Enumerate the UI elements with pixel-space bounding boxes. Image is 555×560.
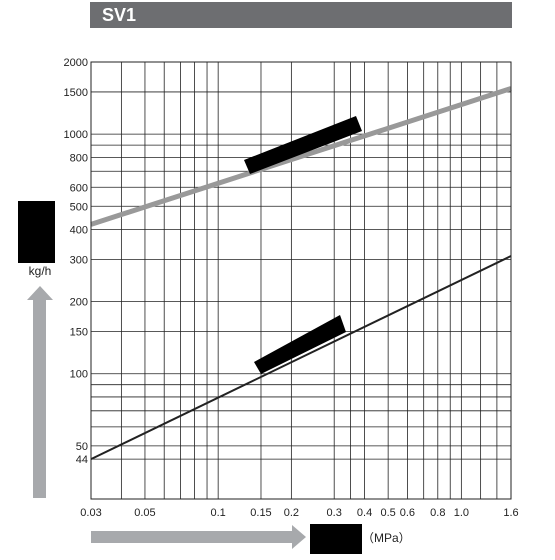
y-tick-label: 44: [76, 454, 88, 466]
series-line: [90, 255, 512, 461]
x-tick-label: 0.3: [327, 507, 342, 519]
x-tick-label: 0.1: [211, 507, 226, 519]
x-tick-label: 0.05: [134, 507, 155, 519]
redaction: [310, 524, 362, 554]
x-tick-label: 0.15: [250, 507, 271, 519]
plot: 0.03 0.05 0.1 0.15 0.2 0.3 0.4 0.5 0.6 0.8 1.0 1.6 4…: [64, 57, 519, 519]
x-tick-label: 0.5: [381, 507, 396, 519]
x-tick-label: 0.2: [284, 507, 299, 519]
y-tick-label: 2000: [64, 57, 88, 69]
redaction: [254, 315, 346, 374]
y-tick-label: 500: [70, 201, 88, 213]
x-tick-label: 0.03: [80, 507, 101, 519]
x-tick-label: 0.8: [430, 507, 445, 519]
y-tick-label: 600: [70, 182, 88, 194]
y-tick-label: 1000: [64, 129, 88, 141]
y-axis-label: kg/h: [29, 264, 52, 278]
x-arrow: [91, 525, 306, 549]
x-axis-label: （MPa）: [362, 531, 411, 545]
y-arrow: [27, 286, 53, 498]
x-tick-label: 0.6: [400, 507, 415, 519]
plot-border: [90, 61, 512, 500]
y-tick-label: 800: [70, 152, 88, 164]
redaction: [18, 201, 55, 263]
series-line: [90, 86, 512, 227]
title-bar: [90, 2, 512, 28]
x-tick-label: 0.4: [357, 507, 372, 519]
x-tick-label: 1.0: [454, 507, 469, 519]
y-tick-label: 400: [70, 224, 88, 236]
y-tick-label: 150: [70, 327, 88, 339]
y-tick-label: 1500: [64, 87, 88, 99]
x-tick-label: 1.6: [503, 507, 518, 519]
redaction: [244, 116, 362, 174]
chart-title: SV1: [102, 5, 136, 25]
y-tick-label: 200: [70, 297, 88, 309]
y-tick-label: 100: [70, 369, 88, 381]
y-tick-label: 300: [70, 254, 88, 266]
y-tick-label: 50: [76, 441, 88, 453]
